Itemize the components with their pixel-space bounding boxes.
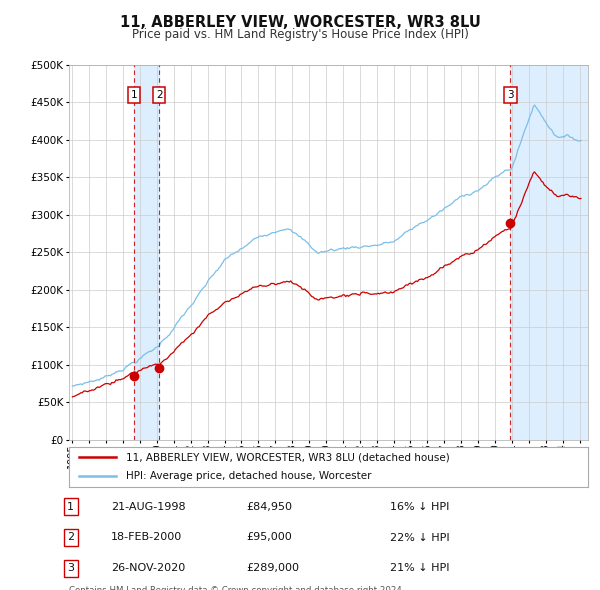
Text: 26-NOV-2020: 26-NOV-2020 xyxy=(111,563,185,573)
Text: 3: 3 xyxy=(507,90,514,100)
Text: £84,950: £84,950 xyxy=(246,502,292,512)
Text: 1: 1 xyxy=(67,502,74,512)
Text: Price paid vs. HM Land Registry's House Price Index (HPI): Price paid vs. HM Land Registry's House … xyxy=(131,28,469,41)
Text: HPI: Average price, detached house, Worcester: HPI: Average price, detached house, Worc… xyxy=(126,471,371,481)
Text: 2: 2 xyxy=(67,533,74,542)
Text: Contains HM Land Registry data © Crown copyright and database right 2024.: Contains HM Land Registry data © Crown c… xyxy=(69,586,404,590)
Bar xyxy=(511,65,588,440)
Bar xyxy=(134,65,159,440)
Text: £289,000: £289,000 xyxy=(246,563,299,573)
Text: £95,000: £95,000 xyxy=(246,533,292,542)
Text: 11, ABBERLEY VIEW, WORCESTER, WR3 8LU (detached house): 11, ABBERLEY VIEW, WORCESTER, WR3 8LU (d… xyxy=(126,453,450,463)
Text: 21-AUG-1998: 21-AUG-1998 xyxy=(111,502,185,512)
Text: 21% ↓ HPI: 21% ↓ HPI xyxy=(390,563,449,573)
Text: 11, ABBERLEY VIEW, WORCESTER, WR3 8LU: 11, ABBERLEY VIEW, WORCESTER, WR3 8LU xyxy=(119,15,481,30)
Text: 18-FEB-2000: 18-FEB-2000 xyxy=(111,533,182,542)
Text: 2: 2 xyxy=(156,90,163,100)
Text: 22% ↓ HPI: 22% ↓ HPI xyxy=(390,533,449,542)
Text: 1: 1 xyxy=(131,90,137,100)
Text: 16% ↓ HPI: 16% ↓ HPI xyxy=(390,502,449,512)
Text: 3: 3 xyxy=(67,563,74,573)
